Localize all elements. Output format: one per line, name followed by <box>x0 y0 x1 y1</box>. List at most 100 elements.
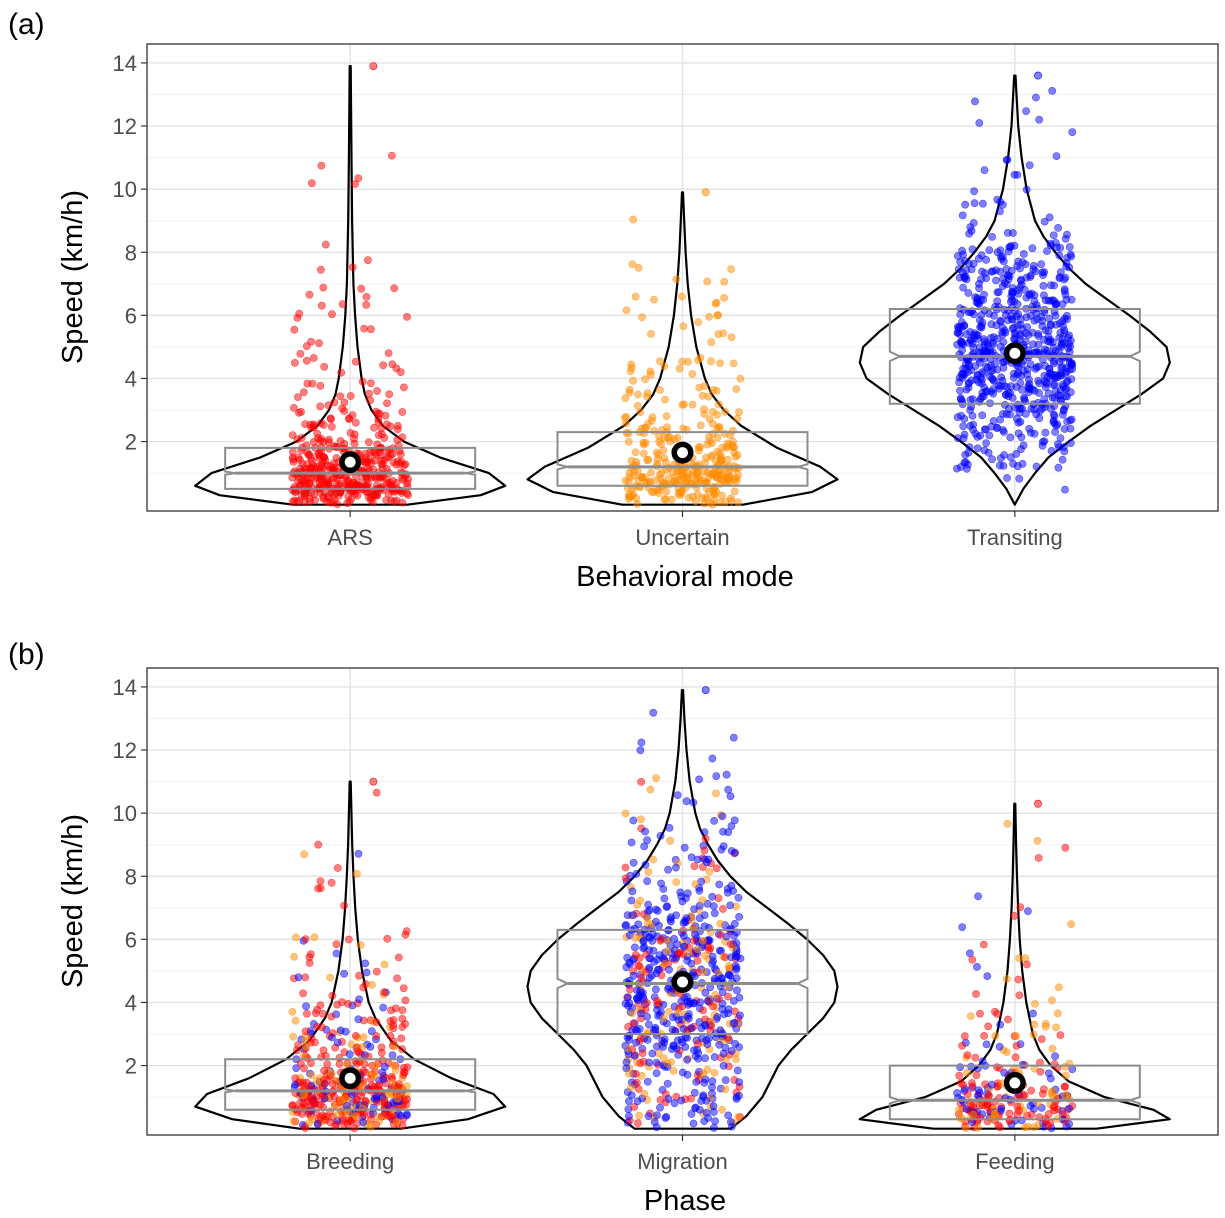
data-point <box>638 1049 647 1057</box>
data-point <box>634 263 643 272</box>
data-point <box>691 930 699 939</box>
data-point <box>701 1021 709 1029</box>
data-point <box>327 422 336 431</box>
data-point <box>384 1112 393 1120</box>
data-point <box>1060 443 1068 451</box>
data-point <box>712 772 721 780</box>
data-point <box>964 289 973 297</box>
data-point <box>729 733 738 742</box>
data-point <box>664 1095 673 1103</box>
data-point <box>302 1078 311 1087</box>
data-point <box>1026 1102 1035 1110</box>
y-tick-label: 2 <box>125 1054 137 1079</box>
data-point <box>1041 326 1050 335</box>
data-point <box>396 460 404 468</box>
data-point <box>652 985 660 994</box>
data-point <box>624 477 633 486</box>
data-point <box>404 491 412 499</box>
data-point <box>954 434 962 442</box>
data-point <box>1022 185 1031 194</box>
data-point <box>645 1058 653 1067</box>
data-point <box>703 858 711 867</box>
data-point <box>317 1023 326 1032</box>
data-point <box>651 476 660 484</box>
boxplot-ars <box>224 446 477 490</box>
data-point <box>710 1124 718 1132</box>
data-point <box>336 1026 345 1035</box>
data-point <box>695 775 703 784</box>
data-point <box>969 1110 978 1119</box>
data-point <box>1048 1087 1057 1096</box>
data-point <box>1035 115 1044 124</box>
data-point <box>627 360 636 369</box>
data-point <box>707 357 715 366</box>
data-point <box>672 878 681 886</box>
data-point <box>1028 244 1037 253</box>
data-point <box>625 1069 633 1078</box>
data-point <box>372 967 381 976</box>
panel-a-gridlines <box>147 44 1218 511</box>
data-point <box>320 362 329 371</box>
data-point <box>999 252 1007 261</box>
data-point <box>978 411 987 420</box>
data-point <box>974 892 982 901</box>
data-point <box>666 836 675 845</box>
data-point <box>644 455 653 464</box>
data-point <box>1029 340 1037 349</box>
data-point <box>1012 1032 1020 1041</box>
data-point <box>732 385 741 393</box>
data-point <box>1017 433 1026 442</box>
data-point <box>622 1058 631 1067</box>
data-point <box>679 932 688 940</box>
data-point <box>705 946 713 955</box>
data-point <box>338 998 346 1006</box>
data-point <box>658 1036 667 1045</box>
data-point <box>629 816 638 825</box>
data-point <box>630 1103 639 1111</box>
data-point <box>628 1009 636 1018</box>
data-point <box>729 359 738 368</box>
data-point <box>301 935 310 943</box>
data-point <box>973 963 981 971</box>
data-point <box>962 330 971 338</box>
data-point <box>659 1000 668 1009</box>
data-point <box>977 251 986 259</box>
data-point <box>323 1060 332 1069</box>
data-point <box>712 789 720 798</box>
data-point <box>996 1020 1005 1029</box>
data-point <box>326 973 334 982</box>
data-point <box>956 386 964 395</box>
data-point <box>294 973 303 982</box>
data-point <box>980 1032 988 1040</box>
data-point <box>296 349 305 358</box>
data-point <box>1049 357 1058 366</box>
data-point <box>1020 285 1029 294</box>
data-point <box>978 1057 987 1066</box>
data-point <box>722 443 731 452</box>
data-point <box>305 953 314 962</box>
data-point <box>972 331 981 340</box>
data-point <box>679 1025 688 1033</box>
data-point <box>625 1036 633 1044</box>
data-point <box>710 1069 719 1077</box>
data-point <box>1027 289 1036 298</box>
data-point <box>663 1059 672 1068</box>
data-point <box>354 849 363 858</box>
data-point <box>1057 369 1065 377</box>
data-point <box>352 1096 361 1104</box>
data-point <box>659 446 668 455</box>
data-point <box>631 292 640 301</box>
data-point <box>314 840 323 849</box>
data-point <box>713 433 722 442</box>
data-point <box>682 797 691 806</box>
data-point <box>637 778 646 786</box>
data-point <box>730 1019 738 1027</box>
data-point <box>327 1033 336 1042</box>
data-point <box>1015 1106 1023 1115</box>
data-point <box>982 362 990 371</box>
data-point <box>726 472 734 481</box>
data-point <box>980 166 989 174</box>
data-point <box>1035 379 1044 388</box>
data-point <box>351 418 360 427</box>
data-point <box>711 991 720 999</box>
